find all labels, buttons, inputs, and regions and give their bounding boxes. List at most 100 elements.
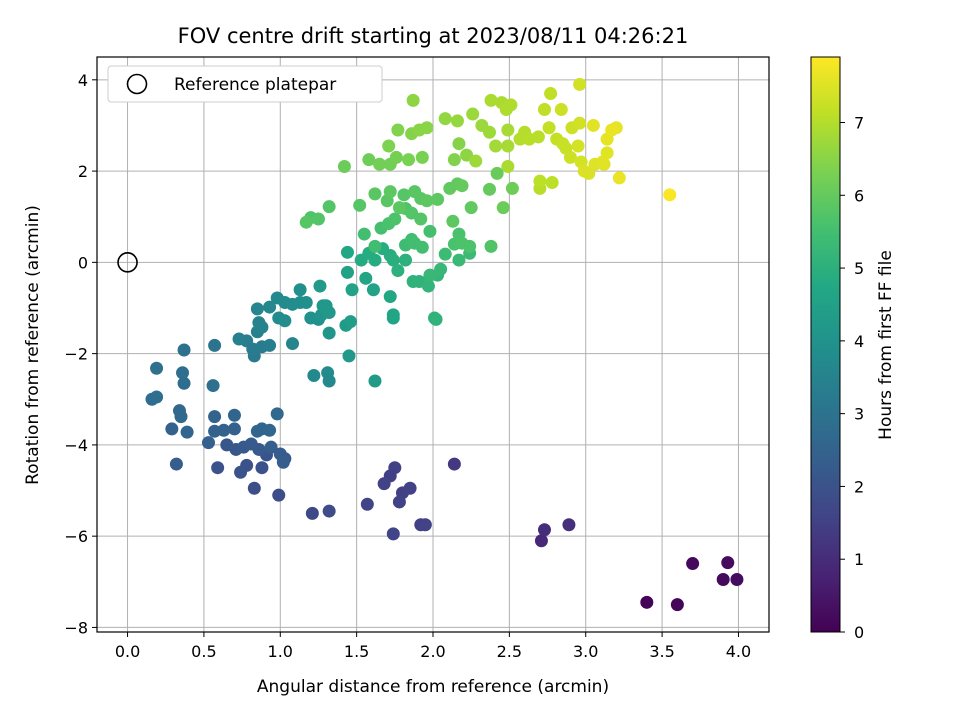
data-point	[150, 390, 164, 404]
reference-marker	[117, 252, 138, 273]
data-point	[150, 361, 164, 375]
data-point	[469, 154, 483, 168]
data-point	[263, 338, 277, 352]
data-point	[452, 137, 466, 151]
data-point	[176, 366, 190, 380]
x-tick-label: 1.0	[268, 642, 293, 661]
data-point	[386, 311, 400, 325]
data-point	[305, 506, 319, 520]
data-point	[278, 314, 292, 328]
data-point	[501, 139, 515, 153]
data-point	[537, 523, 551, 537]
data-point	[563, 150, 577, 164]
colorbar-tick-label: 3	[854, 405, 864, 424]
data-point	[429, 312, 443, 326]
data-point	[345, 283, 359, 297]
grid	[97, 57, 769, 632]
data-point	[366, 283, 380, 297]
data-point	[505, 181, 519, 195]
data-point	[388, 212, 402, 226]
data-point	[501, 160, 515, 174]
colorbar-gradient	[810, 56, 841, 633]
data-point	[534, 534, 548, 548]
data-point	[357, 227, 371, 241]
data-point	[263, 423, 277, 437]
data-point	[368, 187, 382, 201]
y-tick-label: −2	[64, 345, 88, 364]
data-point	[600, 146, 614, 160]
data-point	[299, 296, 313, 310]
y-axis-ticks: −8 −6 −4 −2 0 2 4	[64, 71, 97, 637]
data-point	[450, 114, 464, 128]
data-point	[353, 198, 367, 212]
data-point	[605, 123, 619, 137]
colorbar-tick-label: 2	[854, 477, 864, 496]
colorbar-tick-label: 5	[854, 259, 864, 278]
data-point	[255, 461, 269, 475]
x-axis-label: Angular distance from reference (arcmin)	[257, 677, 609, 697]
data-point	[362, 153, 376, 167]
data-point	[263, 300, 277, 314]
data-point	[531, 130, 545, 144]
data-point	[504, 98, 518, 112]
data-point	[174, 410, 188, 424]
data-point	[670, 598, 684, 612]
data-point	[307, 369, 321, 383]
data-point	[382, 139, 396, 153]
legend-open-circle-icon	[126, 73, 148, 95]
data-point	[383, 290, 397, 304]
data-point	[373, 157, 387, 171]
data-point	[406, 93, 420, 107]
data-point	[344, 315, 358, 329]
data-point	[247, 481, 261, 495]
colorbar-ticks: 0 1 2 3 4 5 6 7	[840, 114, 864, 642]
data-point	[270, 407, 284, 421]
data-point	[721, 556, 735, 570]
data-point	[252, 316, 266, 330]
data-point	[438, 247, 452, 261]
data-point	[455, 179, 469, 193]
y-tick-label: −8	[64, 618, 88, 637]
data-point	[446, 214, 460, 228]
data-point	[489, 139, 503, 153]
data-point	[201, 436, 215, 450]
data-point	[383, 185, 397, 199]
data-point	[227, 422, 241, 436]
x-tick-label: 3.5	[649, 642, 674, 661]
colorbar-tick-label: 0	[854, 623, 864, 642]
data-point	[340, 245, 354, 259]
data-point	[483, 182, 497, 196]
data-point	[377, 477, 391, 491]
data-point	[464, 201, 478, 215]
data-point	[545, 175, 559, 189]
data-point	[359, 271, 373, 285]
data-point	[640, 595, 654, 609]
data-point	[322, 374, 336, 388]
x-tick-label: 3.0	[573, 642, 598, 661]
data-point	[452, 253, 466, 267]
data-point	[165, 422, 179, 436]
data-point	[177, 343, 191, 357]
data-point	[438, 112, 452, 126]
data-points	[145, 77, 744, 612]
data-point	[342, 349, 356, 363]
data-point	[414, 212, 428, 226]
legend-label: Reference platepar	[174, 75, 336, 95]
data-point	[391, 123, 405, 137]
x-tick-label: 4.0	[726, 642, 751, 661]
legend-box	[107, 65, 383, 103]
data-point	[319, 299, 333, 313]
data-point	[368, 374, 382, 388]
data-point	[403, 481, 417, 495]
data-point	[313, 279, 327, 293]
data-point	[484, 93, 498, 107]
data-point	[386, 527, 400, 541]
data-point	[399, 253, 413, 267]
data-point	[484, 239, 498, 253]
data-point	[368, 253, 382, 267]
data-point	[447, 457, 461, 471]
data-point	[217, 423, 231, 437]
data-point	[420, 121, 434, 135]
data-point	[447, 153, 461, 167]
y-tick-label: −4	[64, 436, 88, 455]
